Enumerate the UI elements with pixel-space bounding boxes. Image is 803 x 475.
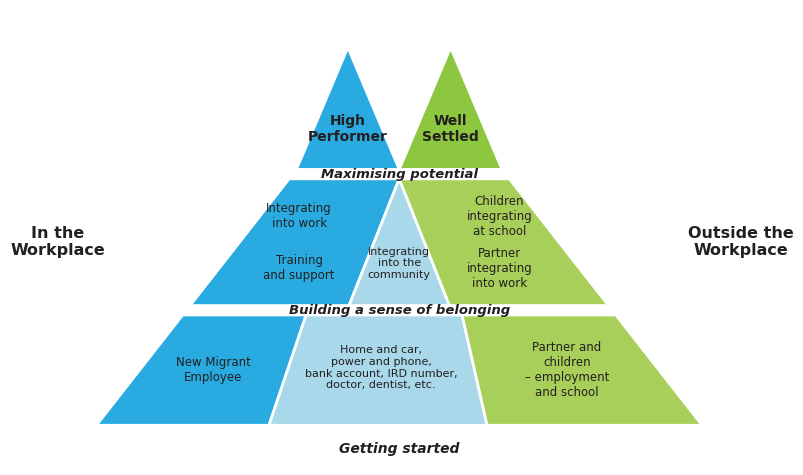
Polygon shape xyxy=(190,179,399,305)
Polygon shape xyxy=(399,48,501,170)
Text: Partner
integrating
into work: Partner integrating into work xyxy=(466,247,532,290)
Text: Outside the
Workplace: Outside the Workplace xyxy=(687,226,793,258)
Text: Home and car,
power and phone,
bank account, IRD number,
doctor, dentist, etc.: Home and car, power and phone, bank acco… xyxy=(304,345,457,390)
Polygon shape xyxy=(399,179,608,305)
Text: Maximising potential: Maximising potential xyxy=(320,168,477,180)
Text: New Migrant
Employee: New Migrant Employee xyxy=(176,356,251,384)
Text: In the
Workplace: In the Workplace xyxy=(10,226,105,258)
Text: Children
integrating
at school: Children integrating at school xyxy=(466,195,532,238)
Text: Building a sense of belonging: Building a sense of belonging xyxy=(288,304,509,317)
Polygon shape xyxy=(462,315,701,425)
Polygon shape xyxy=(269,315,487,425)
Polygon shape xyxy=(349,179,449,305)
Text: Integrating
into work: Integrating into work xyxy=(266,202,332,230)
Text: High
Performer: High Performer xyxy=(308,114,387,144)
Text: Well
Settled: Well Settled xyxy=(422,114,479,144)
Polygon shape xyxy=(296,48,399,170)
Text: Training
and support: Training and support xyxy=(263,254,335,282)
Text: Getting started: Getting started xyxy=(339,442,459,456)
Text: Integrating
into the
community: Integrating into the community xyxy=(367,247,430,280)
Polygon shape xyxy=(96,315,306,425)
Text: Partner and
children
– employment
and school: Partner and children – employment and sc… xyxy=(524,341,608,399)
